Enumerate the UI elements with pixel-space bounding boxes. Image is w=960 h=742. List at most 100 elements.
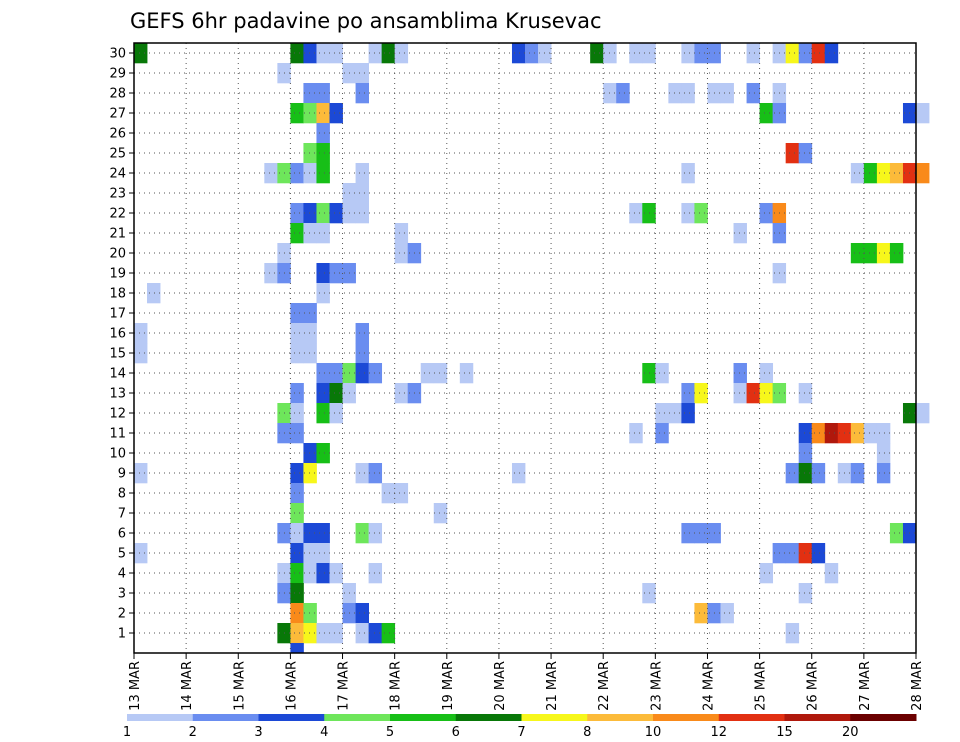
heatmap-cell — [798, 423, 813, 444]
heatmap-cell — [811, 43, 826, 64]
heatmap-cell — [759, 363, 774, 384]
heatmap-cell — [655, 423, 669, 444]
colorbar-label: 10 — [645, 725, 662, 740]
heatmap-cell — [329, 563, 343, 584]
heatmap-cell — [681, 383, 695, 404]
heatmap-cell — [394, 223, 409, 244]
heatmap-cell — [290, 103, 304, 124]
heatmap-cell — [290, 563, 304, 584]
heatmap-cell — [368, 363, 383, 384]
heatmap-cell — [316, 43, 330, 64]
heatmap-cell — [811, 463, 826, 484]
heatmap-cell — [303, 143, 317, 164]
colorbar-label: 15 — [776, 725, 793, 740]
colorbar-swatch — [850, 714, 917, 721]
heatmap-cell — [811, 423, 826, 444]
heatmap-cell — [694, 603, 708, 624]
heatmap-cell — [798, 543, 813, 564]
dotted-grid — [134, 43, 916, 653]
heatmap-cell — [303, 43, 317, 64]
heatmap-cell — [863, 243, 878, 264]
heatmap-cell — [668, 83, 682, 104]
heatmap-cell — [850, 163, 865, 184]
heatmap-cell — [655, 363, 669, 384]
heatmap-cell — [681, 163, 695, 184]
heatmap-cell — [290, 303, 304, 324]
heatmap-cell — [147, 283, 161, 304]
heatmap-cell — [459, 363, 474, 384]
y-tick-label: 14 — [109, 367, 126, 382]
heatmap-cell — [381, 43, 396, 64]
plot-frame — [133, 42, 917, 654]
heatmap-cell — [329, 43, 343, 64]
heatmap-cell — [303, 443, 317, 464]
y-tick-label: 26 — [109, 127, 126, 142]
colorbar-swatch — [390, 714, 457, 721]
colorbar-swatch — [324, 714, 391, 721]
heatmap-cell — [681, 203, 695, 224]
heatmap-cell — [759, 203, 774, 224]
heatmap-cell — [889, 243, 904, 264]
heatmap-cell — [303, 523, 317, 544]
heatmap-cell — [290, 483, 304, 504]
heatmap-cell — [681, 523, 695, 544]
heatmap-cell — [355, 83, 369, 104]
heatmap-cell — [290, 203, 304, 224]
heatmap-cell — [785, 463, 800, 484]
heatmap-cell — [394, 43, 409, 64]
heatmap-cells — [134, 43, 930, 654]
heatmap-cell — [316, 363, 330, 384]
heatmap-cell — [798, 583, 813, 604]
heatmap-cell — [381, 483, 396, 504]
heatmap-cell — [290, 503, 304, 524]
x-tick-label: 21 MAR — [545, 661, 560, 711]
y-tick-label: 22 — [109, 207, 126, 222]
colorbar-swatch — [521, 714, 588, 721]
y-tick-label: 18 — [109, 287, 126, 302]
y-tick-label: 6 — [118, 527, 126, 542]
heatmap-cell — [681, 43, 695, 64]
x-tick-label: 27 MAR — [858, 661, 873, 711]
colorbar-swatch — [455, 714, 522, 721]
heatmap-cell — [511, 463, 526, 484]
colorbar-label: 8 — [583, 725, 591, 740]
y-tick-label: 23 — [109, 187, 126, 202]
heatmap-cell — [355, 363, 369, 384]
heatmap-cell — [303, 623, 317, 644]
y-tick-label: 30 — [109, 47, 126, 62]
heatmap-cell — [381, 623, 396, 644]
colorbar-label: 1 — [123, 725, 131, 740]
x-tick-label: 26 MAR — [806, 661, 821, 711]
heatmap-cell — [303, 543, 317, 564]
heatmap-cell — [746, 83, 760, 104]
heatmap-cell — [290, 603, 304, 624]
heatmap-cell — [733, 383, 747, 404]
colorbar-label: 7 — [517, 725, 525, 740]
heatmap-cell — [850, 463, 865, 484]
heatmap-cell — [394, 243, 409, 264]
heatmap-cell — [681, 403, 695, 424]
heatmap-cell — [876, 243, 891, 264]
heatmap-cell — [720, 83, 734, 104]
heatmap-cell — [316, 263, 330, 284]
heatmap-cell — [368, 43, 383, 64]
heatmap-cell — [290, 223, 304, 244]
x-tick-label: 15 MAR — [232, 661, 247, 711]
heatmap-cell — [694, 383, 708, 404]
heatmap-cell — [134, 463, 148, 484]
heatmap-cell — [290, 583, 304, 604]
heatmap-cell — [629, 203, 643, 224]
colorbar-legend: 1 2 3 4 5 6 7 8 10 12 15 20 — [123, 714, 917, 740]
heatmap-cell — [368, 463, 383, 484]
heatmap-cell — [876, 423, 891, 444]
y-tick-label: 2 — [118, 607, 126, 622]
heatmap-cell — [629, 423, 643, 444]
heatmap-cell — [785, 143, 800, 164]
heatmap-cell — [355, 603, 369, 624]
heatmap-cell — [916, 103, 930, 124]
heatmap-cell — [798, 443, 813, 464]
heatmap-cell — [889, 163, 904, 184]
heatmap-cell — [329, 383, 343, 404]
colorbar-label: 2 — [189, 725, 197, 740]
axis-ticks — [129, 52, 917, 659]
